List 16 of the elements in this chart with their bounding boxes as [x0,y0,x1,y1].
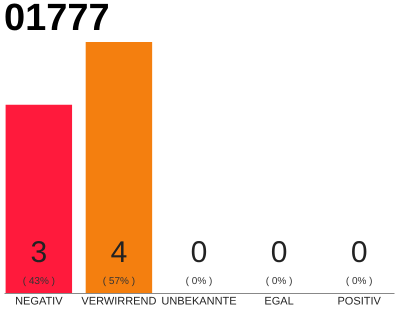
annotation: ( 0% ) [346,276,372,287]
data-label: 0 [190,236,208,269]
annotation: ( 43% ) [22,276,55,287]
data-label: 0 [350,236,368,269]
x-tick-label: VERWIRREND [81,296,156,308]
x-tick-label: NEGATIV [15,296,64,308]
x-tick-label: UNBEKANNTE [161,296,237,308]
data-label: 4 [110,236,128,269]
data-label: 3 [30,236,48,269]
annotation: ( 57% ) [102,276,136,287]
x-tick-label: POSITIV [337,296,382,308]
data-label: 0 [270,236,288,269]
chart-title: 01777 [4,0,110,39]
annotation: ( 0% ) [186,276,212,287]
annotation: ( 0% ) [266,276,292,287]
x-tick-label: EGAL [264,296,294,308]
